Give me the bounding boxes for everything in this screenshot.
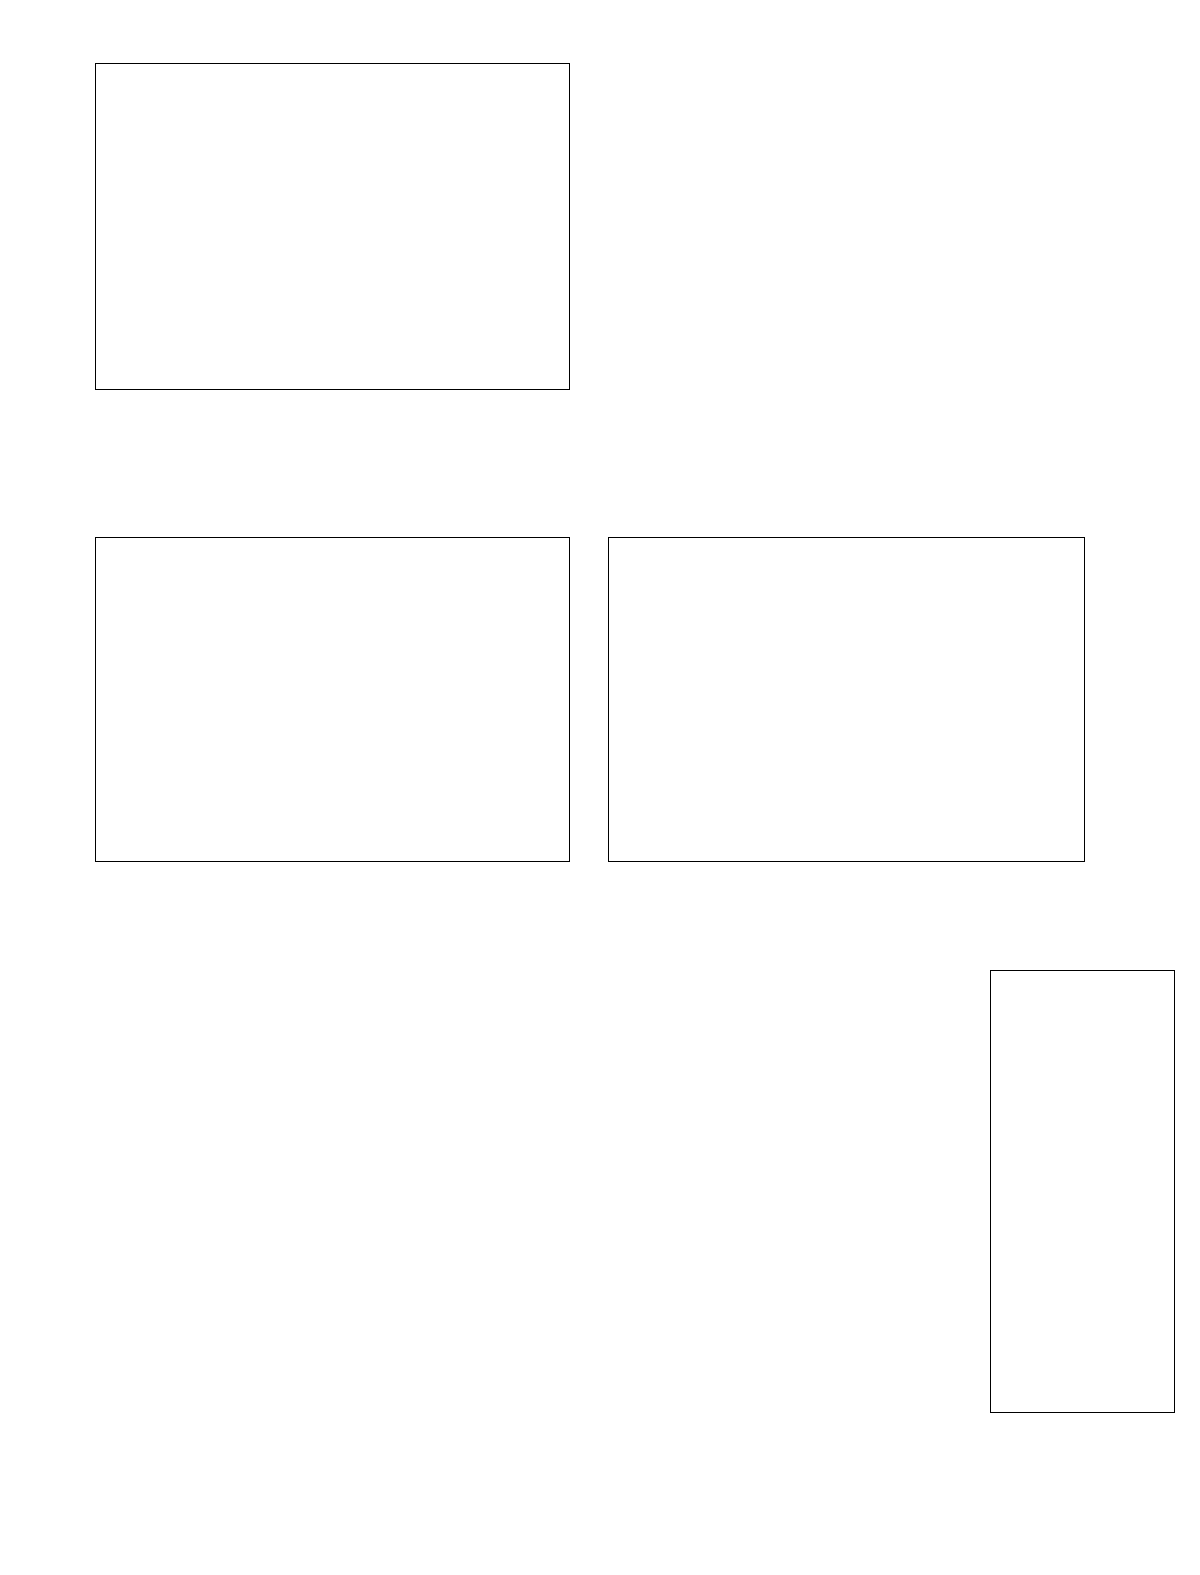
legend-item-cars-new [999,1254,1071,1282]
timeseries-legend [990,970,1175,1413]
legend-sample-cars-new [999,1254,1063,1282]
legend-sample-raw-float [999,1033,1063,1061]
legend-item-mimoc [999,1144,1071,1172]
colorbar [1116,62,1146,862]
legend-item-raw-float [999,1033,1071,1061]
map-plot-area [608,63,1085,390]
colorbar-canvas [1116,62,1146,862]
cars-heatmap-canvas [96,538,569,861]
mimoc-plot-area [95,63,570,390]
legend-sample-mimoc [999,1144,1063,1172]
cars-plot-area [95,537,570,862]
allprof-plot-area [608,537,1085,862]
allprof-heatmap-canvas [609,538,1084,861]
mimoc-heatmap-canvas [96,64,569,389]
legend-sample-best-float [999,1359,1063,1387]
legend-item-best-float [999,1359,1071,1387]
timeseries-plot-area [92,970,975,1413]
